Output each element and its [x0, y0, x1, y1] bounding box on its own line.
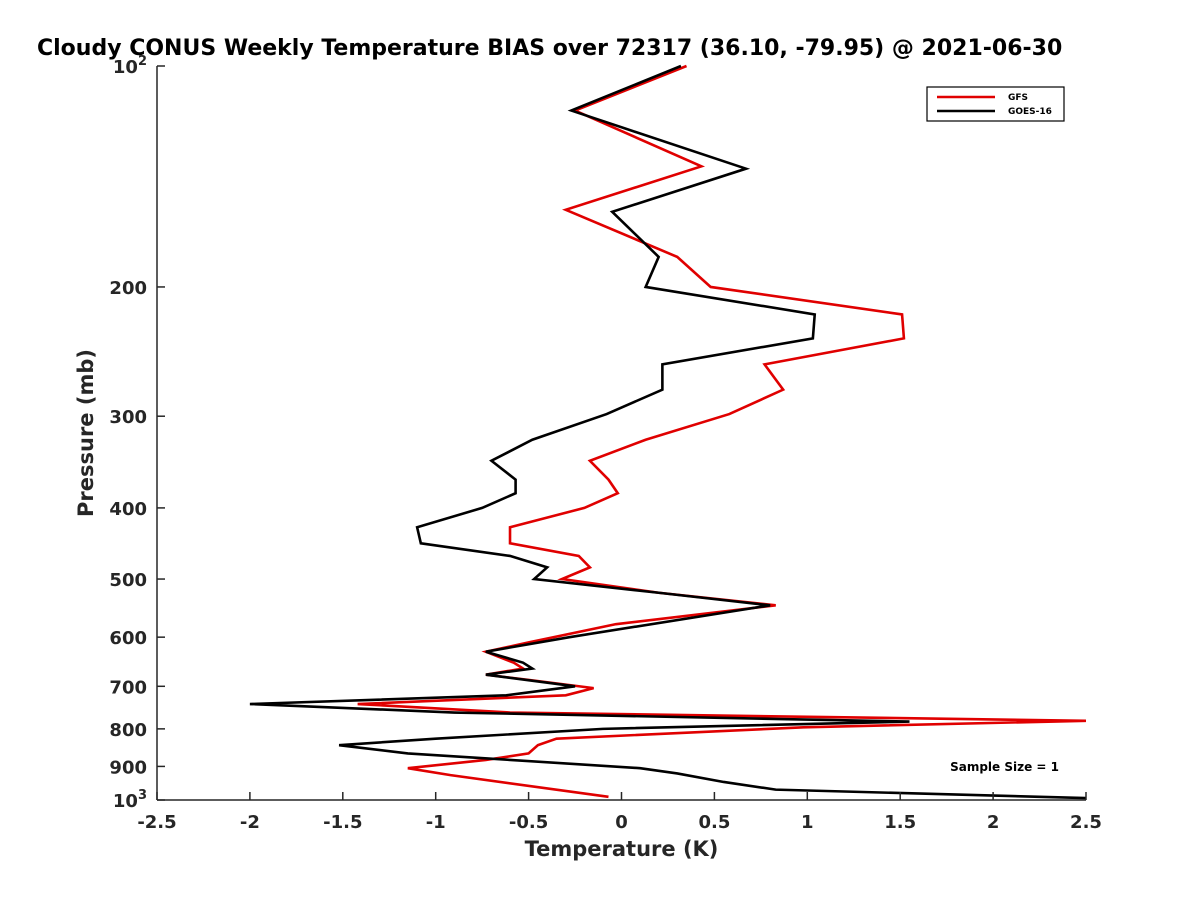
series-line-goes-16 — [249, 64, 1086, 800]
legend-label: GFS — [1008, 93, 1028, 103]
sample-size-annotation: Sample Size = 1 — [950, 760, 1059, 774]
legend-box — [926, 86, 1065, 122]
y-tick-label: 102 — [113, 54, 147, 78]
x-tick-label: 1.5 — [884, 812, 916, 833]
x-tick-label: -2.5 — [137, 812, 176, 833]
x-tick-label: 2 — [987, 812, 1000, 833]
x-tick-label: -0.5 — [509, 812, 548, 833]
y-tick-label: 500 — [109, 570, 147, 591]
x-tick-label: 0 — [615, 812, 628, 833]
chart-title: Cloudy CONUS Weekly Temperature BIAS ove… — [37, 36, 1062, 61]
x-ticks: -2.5 -2 -1.5 -1 -0.5 0 0.5 1 1.5 2 2.5 — [137, 792, 1102, 833]
x-tick-label: -2 — [240, 812, 260, 833]
legend-label: GOES-16 — [1008, 107, 1052, 117]
x-tick-label: -1 — [426, 812, 446, 833]
x-tick-label: 1 — [801, 812, 814, 833]
x-tick-label: 0.5 — [698, 812, 730, 833]
y-tick-label: 900 — [109, 757, 147, 778]
y-ticks: 102 200 300 400 500 600 700 800 900 103 — [109, 54, 165, 812]
x-axis-label: Temperature (K) — [525, 837, 719, 861]
y-tick-label: 300 — [109, 407, 147, 428]
legend: GFS GOES-16 — [926, 86, 1065, 122]
y-tick-label: 600 — [109, 628, 147, 649]
series-layer — [249, 64, 1086, 800]
x-tick-label: 2.5 — [1070, 812, 1102, 833]
y-tick-label: 800 — [109, 720, 147, 741]
y-tick-label: 400 — [109, 499, 147, 520]
y-tick-label: 103 — [113, 788, 147, 812]
y-axis-label: Pressure (mb) — [74, 349, 98, 517]
x-tick-label: -1.5 — [323, 812, 362, 833]
y-tick-label: 700 — [109, 677, 147, 698]
y-tick-label: 200 — [109, 278, 147, 299]
